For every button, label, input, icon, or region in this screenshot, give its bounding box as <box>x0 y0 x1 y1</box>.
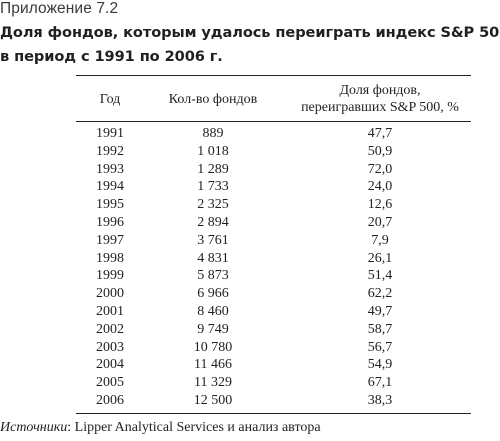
cell-fund-count: 1 289 <box>197 161 229 177</box>
table-row: 2002 9 749 58,7 <box>76 321 471 339</box>
cell-fund-count: 1 733 <box>197 179 229 195</box>
cell-fund-count: 9 749 <box>197 321 229 337</box>
table-row: 1998 4 831 26,1 <box>76 250 471 268</box>
table-row: 1997 3 761 7,9 <box>76 232 471 250</box>
cell-share-outperformed: 50,9 <box>367 143 393 159</box>
cell-year: 2000 <box>96 286 124 302</box>
cell-share-outperformed: 38,3 <box>367 392 393 408</box>
cell-year: 2004 <box>96 357 124 373</box>
cell-fund-count: 11 329 <box>194 375 232 391</box>
table-title-line-2: в период с 1991 по 2006 г. <box>0 48 223 65</box>
table-row: 1992 1 018 50,9 <box>76 143 471 161</box>
table-row: 2005 11 329 67,1 <box>76 374 471 392</box>
cell-share-outperformed: 51,4 <box>367 268 393 284</box>
source-note: Источники: Lipper Analytical Services и … <box>0 420 321 436</box>
cell-year: 2003 <box>96 339 124 355</box>
cell-year: 1998 <box>96 250 124 266</box>
cell-share-outperformed: 7,9 <box>371 232 389 248</box>
source-label: Источники <box>0 420 68 435</box>
cell-share-outperformed: 58,7 <box>367 321 393 337</box>
cell-share-outperformed: 47,7 <box>367 126 393 141</box>
table-row: 1996 2 894 20,7 <box>76 214 471 232</box>
cell-fund-count: 12 500 <box>193 392 233 408</box>
cell-fund-count: 11 466 <box>194 357 232 373</box>
source-text: : Lipper Analytical Services и анализ ав… <box>67 420 321 435</box>
cell-fund-count: 5 873 <box>197 268 229 284</box>
table-top-rule <box>76 75 471 76</box>
cell-year: 2005 <box>96 375 124 391</box>
cell-year: 1995 <box>96 197 124 213</box>
table-row: 2000 6 966 62,2 <box>76 285 471 303</box>
cell-fund-count: 2 894 <box>197 214 229 230</box>
cell-share-outperformed: 20,7 <box>367 214 393 230</box>
cell-year: 1993 <box>96 161 124 177</box>
table-row: 1993 1 289 72,0 <box>76 161 471 179</box>
appendix-label: Приложение 7.2 <box>0 0 119 17</box>
cell-year: 1991 <box>96 126 124 141</box>
header-share-outperformed: Доля фондов, переигравших S&P 500, % <box>290 82 470 116</box>
cell-year: 1997 <box>96 232 124 248</box>
cell-share-outperformed: 49,7 <box>367 303 393 319</box>
cell-fund-count: 4 831 <box>197 250 229 266</box>
table-row: 1999 5 873 51,4 <box>76 267 471 285</box>
cell-fund-count: 6 966 <box>197 286 229 302</box>
cell-share-outperformed: 12,6 <box>367 197 393 213</box>
cell-year: 1994 <box>96 179 124 195</box>
header-fund-count: Кол-во фондов <box>168 92 258 107</box>
cell-share-outperformed: 67,1 <box>367 375 393 391</box>
table-row: 2001 8 460 49,7 <box>76 303 471 321</box>
cell-fund-count: 2 325 <box>197 197 229 213</box>
cell-fund-count: 10 780 <box>193 339 233 355</box>
cell-fund-count: 3 761 <box>197 232 229 248</box>
cell-year: 2006 <box>96 392 124 408</box>
cell-share-outperformed: 62,2 <box>367 286 393 302</box>
cell-year: 1992 <box>96 143 124 159</box>
cell-share-outperformed: 56,7 <box>367 339 393 355</box>
cell-share-outperformed: 26,1 <box>367 250 393 266</box>
table-row: 2006 12 500 38,3 <box>76 392 471 410</box>
table-row: 1995 2 325 12,6 <box>76 196 471 214</box>
header-share-line-2: переигравших S&P 500, % <box>301 100 459 115</box>
cell-fund-count: 889 <box>202 126 224 141</box>
header-year: Год <box>99 92 121 107</box>
cell-share-outperformed: 72,0 <box>367 161 393 177</box>
cell-share-outperformed: 54,9 <box>367 357 393 373</box>
cell-year: 1996 <box>96 214 124 230</box>
table-title: Доля фондов, которым удалось переиграть … <box>0 21 500 69</box>
cell-fund-count: 1 018 <box>197 143 229 159</box>
table-body: 1991 889 47,7 1992 1 018 50,9 1993 1 289 72,0 199… <box>76 125 471 410</box>
table-row: 1994 1 733 24,0 <box>76 178 471 196</box>
header-share-line-1: Доля фондов, <box>339 83 421 98</box>
cell-fund-count: 8 460 <box>197 303 229 319</box>
cell-year: 2001 <box>96 303 124 319</box>
table-row: 1991 889 47,7 <box>76 125 471 143</box>
table-header-rule <box>76 121 471 122</box>
table-row: 2004 11 466 54,9 <box>76 356 471 374</box>
table-row: 2003 10 780 56,7 <box>76 339 471 357</box>
cell-year: 1999 <box>96 268 124 284</box>
table-title-line-1: Доля фондов, которым удалось переиграть … <box>0 24 500 41</box>
cell-year: 2002 <box>96 321 124 337</box>
cell-share-outperformed: 24,0 <box>367 179 393 195</box>
table-bottom-rule <box>76 413 471 414</box>
